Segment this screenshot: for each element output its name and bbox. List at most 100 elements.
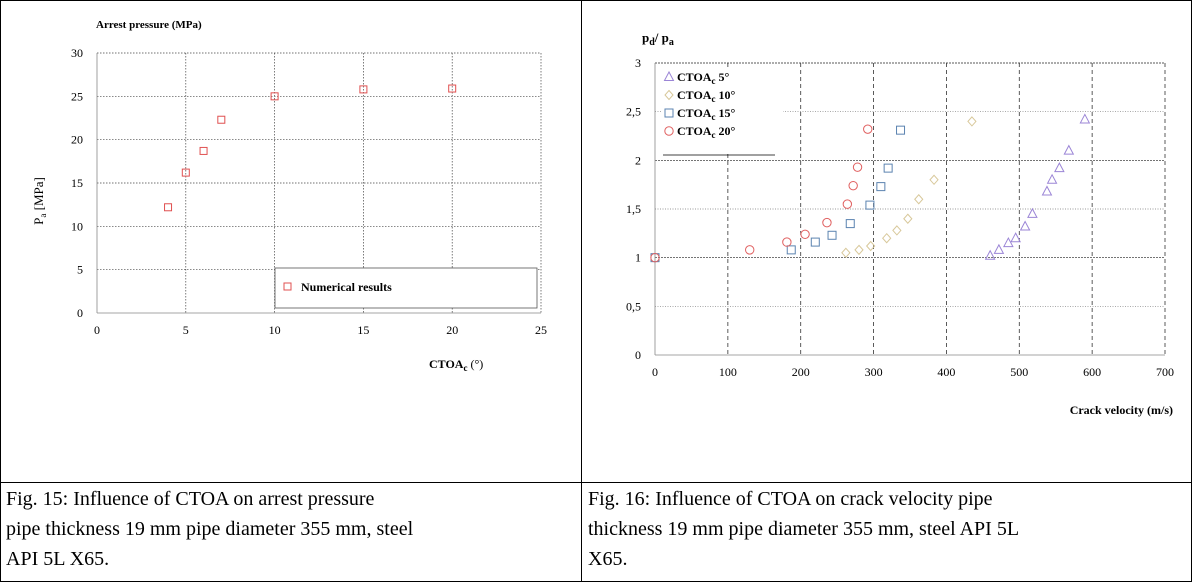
right-data-point [848, 180, 858, 191]
right-x-tick-label: 500 [1010, 365, 1028, 379]
right-data-point [650, 252, 660, 263]
right-data-point [903, 213, 913, 224]
legend-marker [664, 108, 674, 118]
right-data-point [1027, 207, 1038, 218]
arrest-pressure-chart: Arrest pressure (MPa) 0 5 10 15 20 25 30 0 5 10 15… [31, 19, 547, 373]
right-data-point [929, 174, 939, 186]
right-x-axis-label: Crack velocity (m/s) [1070, 403, 1173, 417]
left-y-tick-label: 30 [71, 46, 83, 60]
right-data-point [854, 244, 864, 256]
left-data-point [359, 85, 368, 94]
left-data-point [448, 84, 457, 93]
right-data-point [852, 162, 863, 172]
legend-label: CTOAc 20° [677, 124, 735, 140]
right-data-point [1054, 162, 1065, 173]
right-data-point [967, 116, 977, 127]
left-chart-title: Arrest pressure (MPa) [96, 19, 202, 31]
legend-label: CTOAc 10° [677, 88, 735, 104]
left-y-tick-label: 20 [71, 133, 83, 147]
left-data-point [217, 115, 226, 124]
right-chart-title: pd/ pa [642, 30, 674, 48]
legend-marker-numerical-results [283, 282, 292, 291]
left-x-tick-label: 20 [446, 323, 458, 337]
right-legend: CTOAc 5° CTOAc 10° CTOAc 15° CTOAc 20° [661, 67, 783, 156]
right-caption-line: thickness 19 mm pipe diameter 355 mm, st… [588, 518, 1020, 540]
legend-label-numerical-results: Numerical results [301, 280, 392, 294]
right-data-point [896, 125, 906, 135]
right-data-point [1003, 236, 1014, 248]
left-data-point [199, 146, 208, 155]
left-y-tick-label: 25 [71, 89, 83, 103]
right-caption: Fig. 16: Influence of CTOA on crack velo… [588, 484, 1188, 574]
legend-label: CTOAc 15° [677, 106, 735, 122]
right-y-tick-label: 2 [635, 153, 641, 167]
left-y-tick-label: 0 [77, 306, 83, 320]
right-data-point [842, 199, 853, 209]
left-caption-line: API 5L X65. [6, 548, 110, 570]
right-data-point [810, 237, 820, 247]
left-y-tick-label: 10 [71, 219, 83, 233]
legend-label: CTOAc 5° [677, 70, 729, 86]
right-caption-line: Fig. 16: Influence of CTOA on crack velo… [588, 488, 993, 510]
right-x-tick-label: 100 [719, 365, 737, 379]
right-data-point [876, 182, 886, 192]
right-data-point [841, 247, 851, 259]
right-data-point [845, 219, 855, 229]
legend-marker [664, 126, 674, 136]
right-data-point [827, 230, 837, 240]
right-legend-box [661, 67, 783, 153]
right-y-tick-label: 0,5 [626, 299, 641, 313]
left-y-tick-label: 15 [71, 176, 83, 190]
left-caption-line: pipe thickness 19 mm pipe diameter 355 m… [6, 518, 414, 540]
left-data-point [181, 168, 190, 177]
right-x-tick-label: 400 [937, 365, 955, 379]
right-x-tick-label: 200 [792, 365, 810, 379]
right-data-point [782, 237, 792, 247]
right-data-point [1041, 185, 1053, 196]
svg-text:Pa [MPa]: Pa [MPa] [31, 177, 48, 225]
legend-marker [664, 89, 674, 101]
right-y-tick-label: 3 [635, 56, 641, 70]
left-caption: Fig. 15: Influence of CTOA on arrest pre… [6, 484, 578, 574]
left-x-tick-label: 5 [183, 323, 189, 337]
left-y-tick-label: 5 [77, 263, 83, 277]
right-data-point [1010, 232, 1021, 243]
right-y-tick-label: 1 [635, 251, 641, 265]
right-data-point [1019, 220, 1031, 231]
right-data-point [1046, 173, 1058, 184]
right-data-point [863, 124, 873, 134]
left-x-axis-label: CTOAc (°) [429, 357, 483, 373]
left-y-axis-label: Pa [MPa] [31, 177, 48, 225]
left-caption-line: Fig. 15: Influence of CTOA on arrest pre… [6, 488, 375, 510]
right-x-tick-label: 600 [1083, 365, 1101, 379]
right-caption-line: X65. [588, 548, 628, 570]
right-y-tick-label: 1,5 [626, 202, 641, 216]
legend-marker [663, 70, 675, 81]
left-legend: Numerical results [274, 267, 538, 309]
right-data-point [892, 225, 902, 236]
right-data-point [993, 243, 1005, 254]
right-x-tick-label: 0 [652, 365, 658, 379]
left-x-tick-label: 25 [535, 323, 547, 337]
right-x-tick-label: 300 [865, 365, 883, 379]
right-data-point [865, 240, 876, 252]
crack-velocity-chart: pd/ pa 0 0,5 1 1,5 2 2,5 3 0 100 200 300 400 500 600 7… [626, 30, 1174, 417]
right-data-point [984, 249, 996, 260]
right-data-point [822, 217, 832, 228]
left-x-tick-label: 0 [94, 323, 100, 337]
left-data-point [164, 203, 173, 212]
right-data-point [865, 200, 875, 210]
right-data-point [914, 194, 924, 205]
right-data-point [1063, 144, 1075, 155]
left-x-tick-label: 10 [269, 323, 281, 337]
right-data-point [882, 232, 892, 244]
right-data-point [883, 163, 893, 173]
left-x-tick-label: 15 [357, 323, 369, 337]
right-y-tick-label: 2,5 [626, 105, 641, 119]
right-y-tick-label: 0 [635, 348, 641, 362]
right-data-point [745, 245, 755, 255]
right-x-tick-label: 700 [1156, 365, 1174, 379]
right-data-point [800, 229, 810, 240]
right-data-point [1079, 113, 1091, 124]
left-data-point [270, 92, 279, 101]
